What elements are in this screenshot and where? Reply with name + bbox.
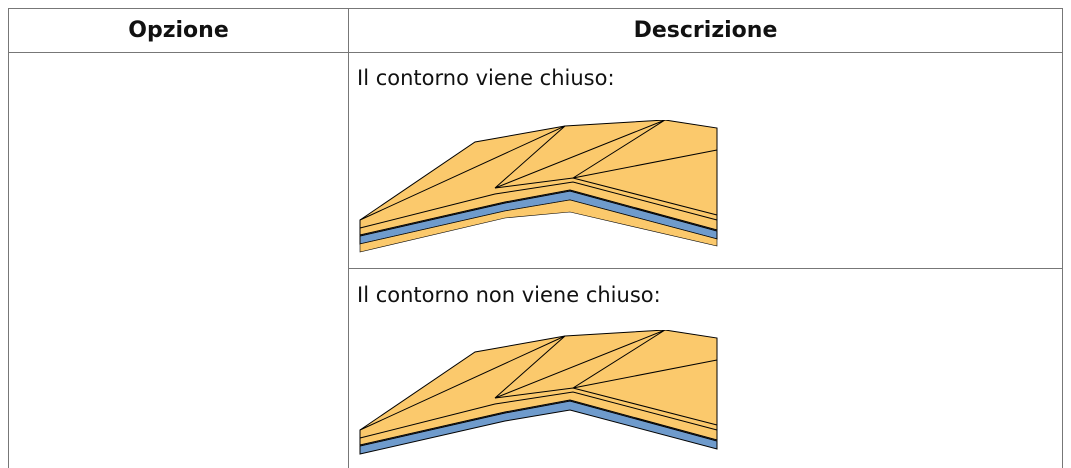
header-cell: Opzione xyxy=(9,9,348,52)
table-border xyxy=(8,8,9,468)
cell-text: Il contorno viene chiuso: xyxy=(357,66,615,90)
illustration xyxy=(359,330,718,455)
cell-text: Il contorno non viene chiuso: xyxy=(357,283,661,307)
table-border xyxy=(348,8,349,468)
table-border xyxy=(8,52,1063,53)
table-border xyxy=(8,8,1063,9)
table-border xyxy=(348,268,1063,269)
header-cell: Descrizione xyxy=(349,9,1062,52)
table-border xyxy=(1062,8,1063,468)
illustration xyxy=(359,120,718,253)
